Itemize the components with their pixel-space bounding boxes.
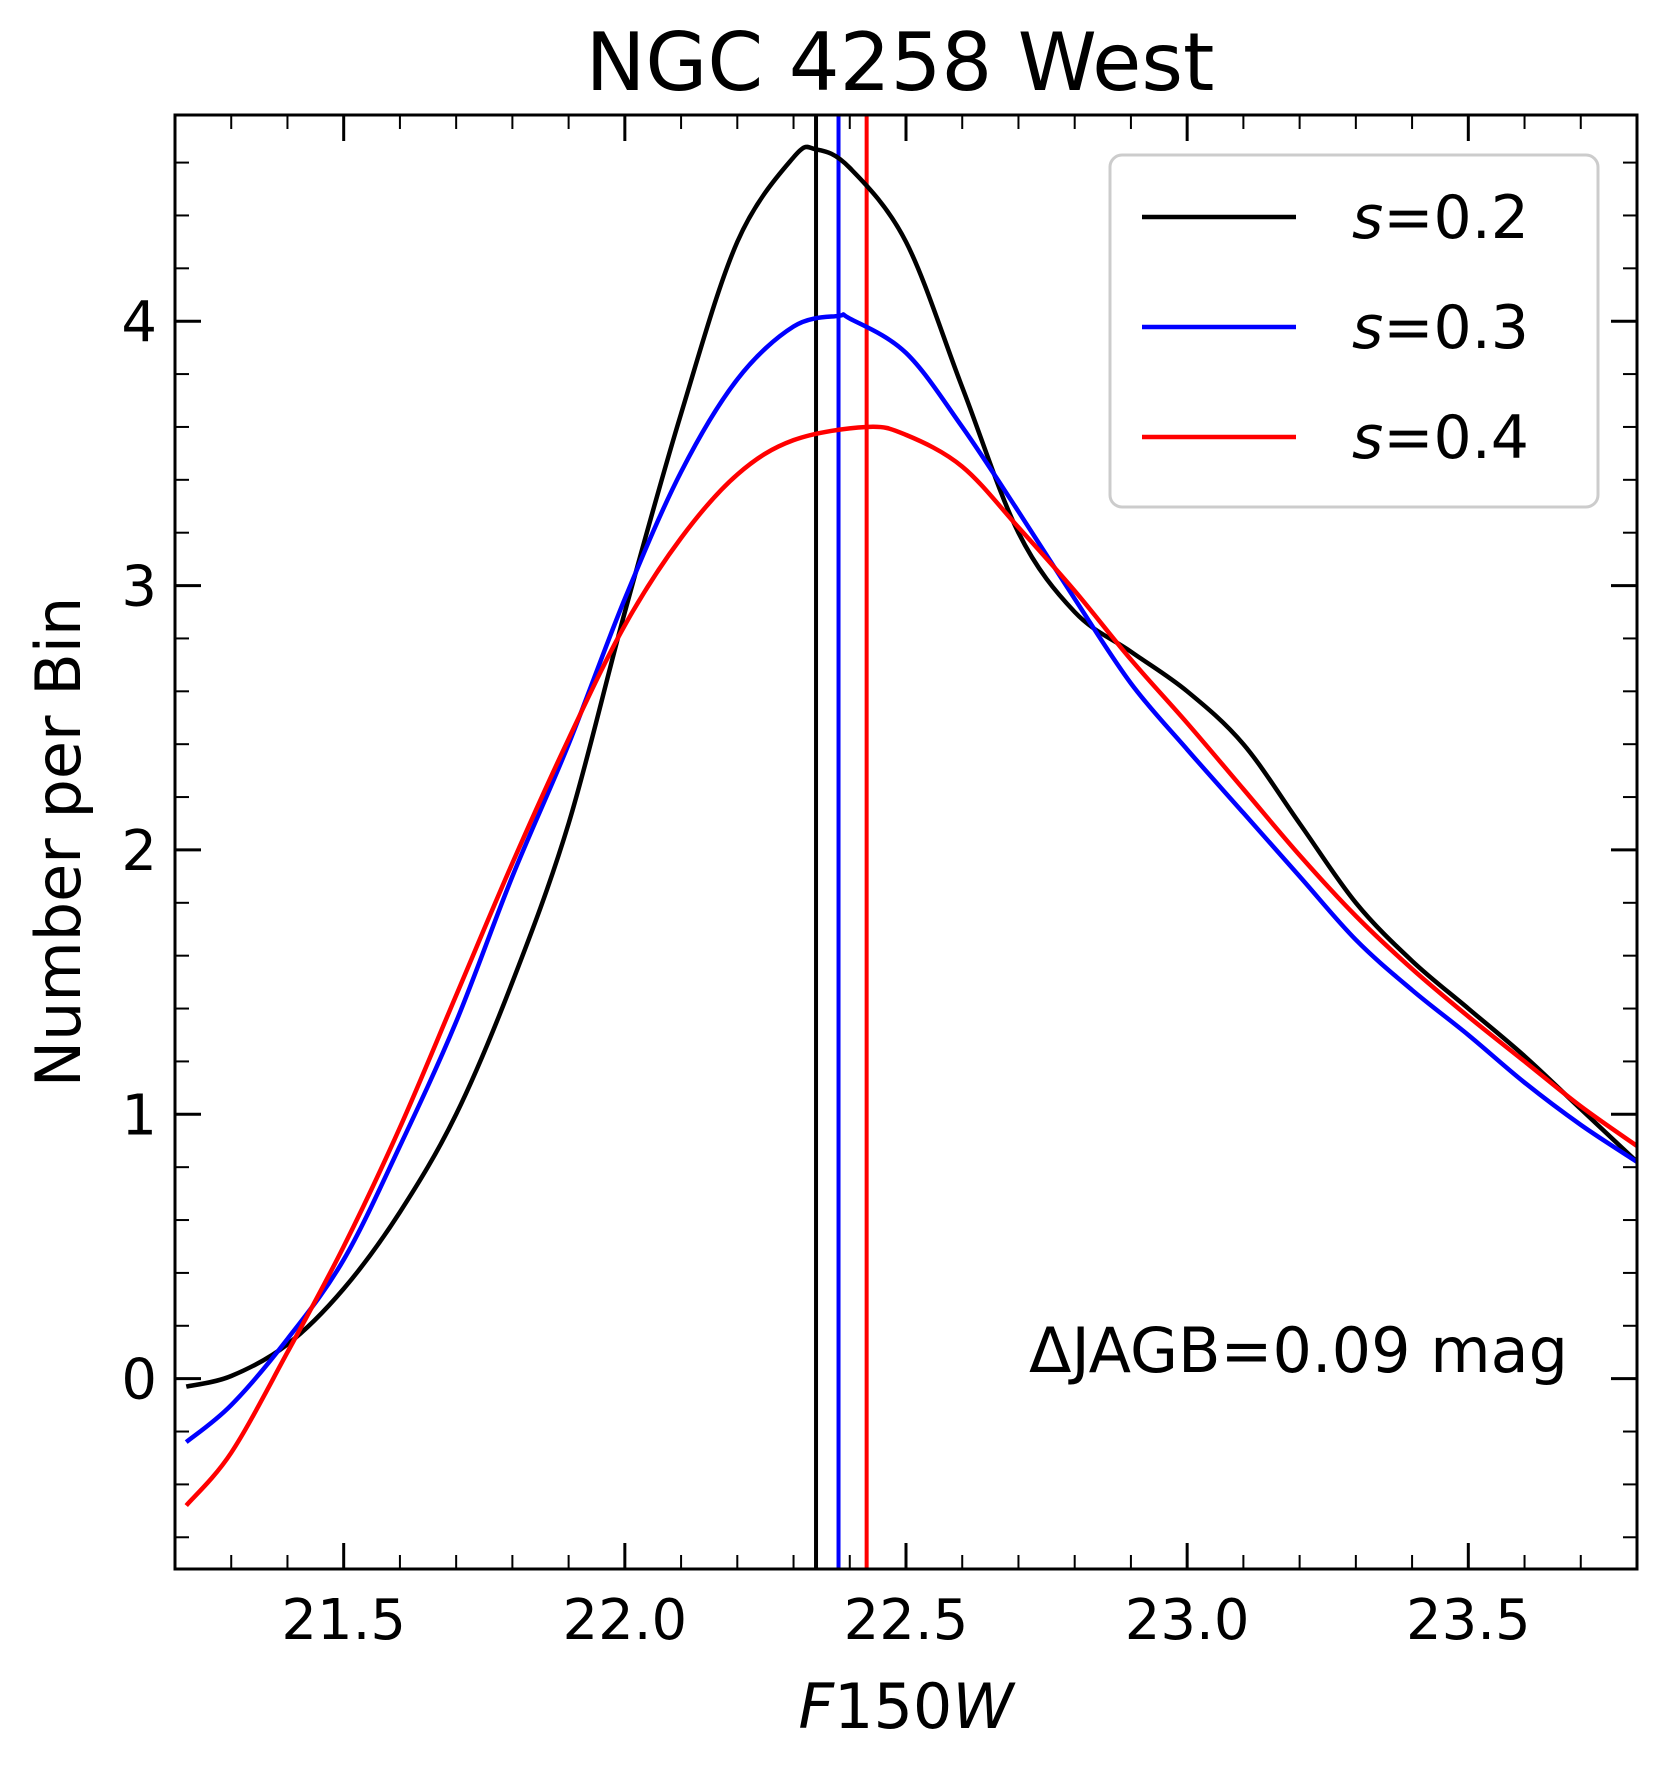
x-tick-label: 21.5 [281, 1588, 406, 1653]
y-tick-label: 3 [121, 555, 157, 620]
x-axis-label-number: 150 [834, 1670, 952, 1743]
delta-jagb-annotation: ΔJAGB=0.09 mag [1029, 1314, 1568, 1387]
legend-label-value: =0.3 [1383, 293, 1529, 363]
x-axis-label-suffix: W [952, 1670, 1016, 1743]
legend-label-value: =0.2 [1383, 183, 1529, 253]
legend-label-symbol: s [1352, 403, 1383, 473]
x-axis-label-prefix: F [798, 1670, 835, 1743]
legend-box [1108, 153, 1600, 509]
x-tick-label: 22.5 [844, 1588, 969, 1653]
plot-frame [173, 113, 1639, 1571]
chart-title: NGC 4258 West [586, 16, 1215, 109]
legend-label-value: =0.4 [1383, 403, 1529, 473]
x-tick-label: 23.5 [1406, 1588, 1531, 1653]
series-line-s-02 [185, 144, 1637, 1389]
series-line-s-04 [184, 424, 1637, 1508]
legend-label: s=0.2 [1352, 183, 1529, 253]
legend-label: s=0.3 [1352, 293, 1529, 363]
y-tick-label: 2 [121, 819, 157, 884]
legend-label: s=0.4 [1352, 403, 1529, 473]
x-axis-label: F150W [798, 1670, 1016, 1743]
x-tick-label: 22.0 [563, 1588, 688, 1653]
y-tick-label: 0 [121, 1348, 157, 1413]
legend-label-symbol: s [1352, 183, 1383, 253]
y-axis-label: Number per Bin [22, 597, 95, 1088]
legend: s=0.2s=0.3s=0.4 [1108, 153, 1600, 509]
y-tick-label: 4 [121, 290, 157, 355]
y-tick-label: 1 [121, 1083, 157, 1148]
legend-label-symbol: s [1352, 293, 1383, 363]
series-line-s-03 [184, 312, 1637, 1444]
x-tick-label: 23.0 [1125, 1588, 1250, 1653]
